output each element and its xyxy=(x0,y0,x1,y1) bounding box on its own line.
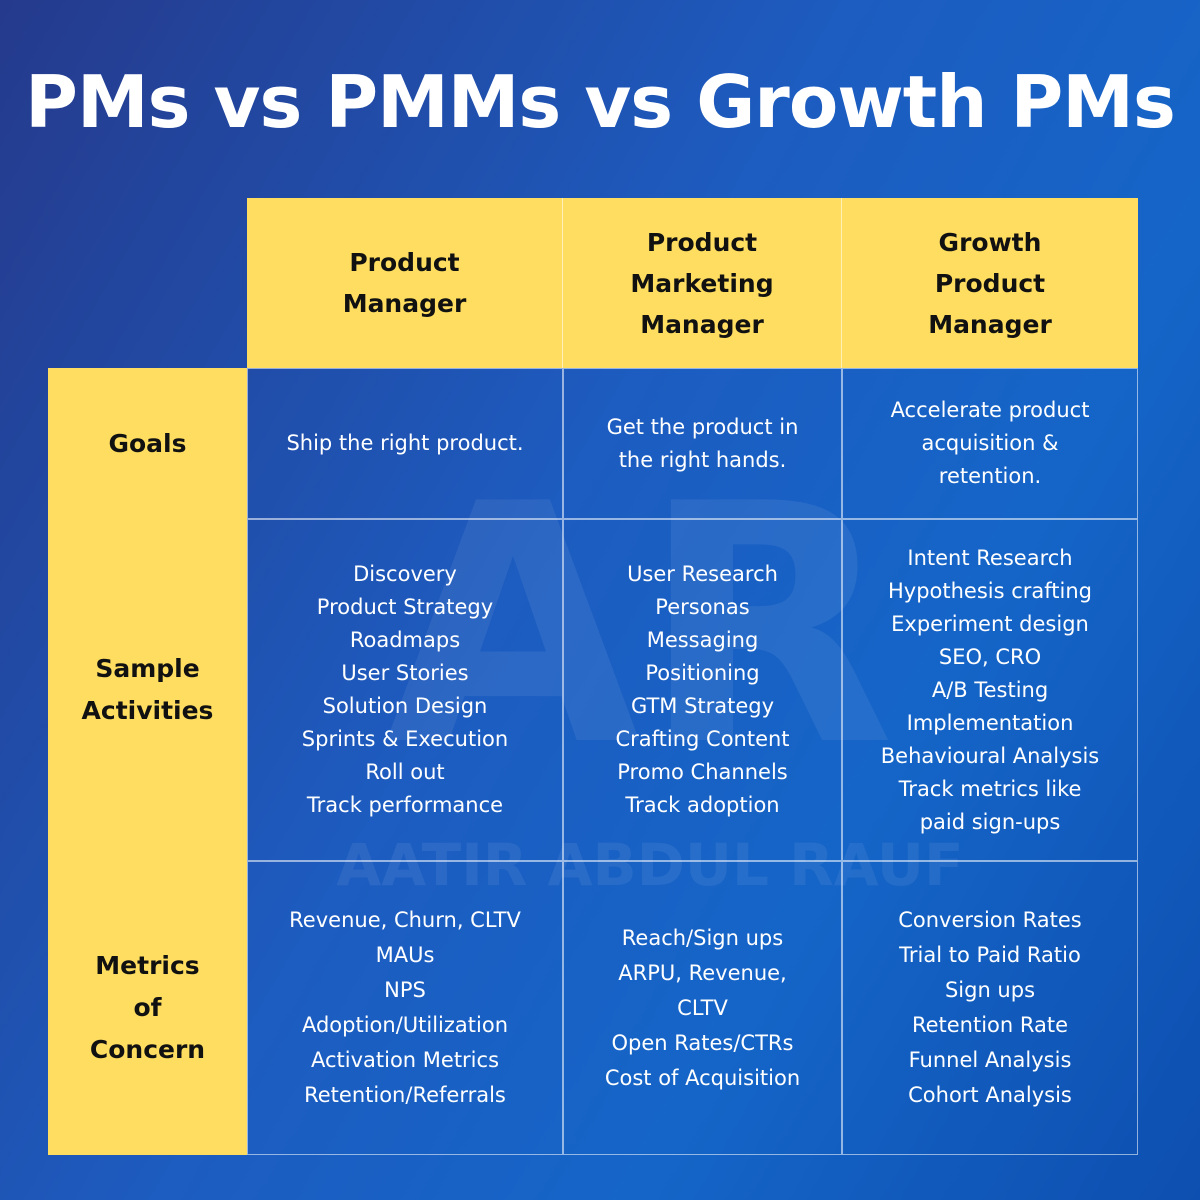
cell-activities-pm: Discovery Product Strategy Roadmaps User… xyxy=(247,519,563,861)
cell-line: Reach/Sign ups xyxy=(621,925,784,950)
row-header-label: Sample Activities xyxy=(82,648,214,732)
cell-line: ARPU, Revenue, xyxy=(618,960,787,985)
cell-line: Positioning xyxy=(645,661,760,685)
cell-text: Reach/Sign ups ARPU, Revenue, CLTV Open … xyxy=(605,921,800,1096)
header-line: Manager xyxy=(342,289,467,318)
row-header-line: Goals xyxy=(108,428,187,458)
cell-line: Funnel Analysis xyxy=(908,1048,1072,1072)
cell-line: retention. xyxy=(938,464,1042,488)
cell-goals-pmm: Get the product in the right hands. xyxy=(563,368,842,519)
cell-line: Sprints & Execution xyxy=(301,727,509,751)
cell-goals-pm: Ship the right product. xyxy=(247,368,563,519)
cell-line: acquisition & xyxy=(921,431,1059,455)
cell-line: Behavioural Analysis xyxy=(880,743,1100,768)
row-header-line: Activities xyxy=(81,696,214,725)
cell-line: Open Rates/CTRs xyxy=(611,1030,794,1055)
cell-metrics-pm: Revenue, Churn, CLTV MAUs NPS Adoption/U… xyxy=(247,861,563,1155)
cell-line: Activation Metrics xyxy=(310,1048,500,1072)
cell-line: Product Strategy xyxy=(316,595,494,619)
cell-line: Accelerate product xyxy=(890,398,1090,422)
header-line: Marketing xyxy=(630,268,774,298)
cell-line: Roadmaps xyxy=(349,628,461,652)
row-header-line: Metrics xyxy=(95,951,200,980)
header-line: Product xyxy=(349,248,460,277)
cell-line: NPS xyxy=(384,978,426,1002)
cell-line: Retention Rate xyxy=(911,1013,1069,1037)
column-header-growth-product-manager: Growth Product Manager xyxy=(842,198,1138,368)
cell-metrics-growth-pm: Conversion Rates Trial to Paid Ratio Sig… xyxy=(842,861,1138,1155)
row-header-line: Sample xyxy=(95,654,200,683)
row-header-metrics-of-concern: Metrics of Concern xyxy=(48,861,247,1155)
cell-line: Track adoption xyxy=(625,793,780,817)
cell-text: Ship the right product. xyxy=(286,427,523,460)
cell-line: Implementation xyxy=(906,710,1074,735)
cell-line: Cost of Acquisition xyxy=(604,1065,801,1090)
row-header-line: Concern xyxy=(89,1035,206,1064)
cell-text: Accelerate product acquisition & retenti… xyxy=(891,394,1090,493)
cell-line: Hypothesis crafting xyxy=(887,578,1093,603)
column-header-label: Product Marketing Manager xyxy=(630,222,773,345)
cell-line: Get the product in xyxy=(606,414,799,439)
cell-line: User Research xyxy=(627,562,778,586)
page-title: PMs vs PMMs vs Growth PMs xyxy=(25,60,1176,144)
cell-line: MAUs xyxy=(375,943,435,967)
cell-line: Track metrics like xyxy=(898,776,1082,801)
cell-line: Crafting Content xyxy=(615,727,790,751)
cell-line: Discovery xyxy=(353,562,457,586)
cell-line: paid sign-ups xyxy=(919,809,1061,834)
cell-line: the right hands. xyxy=(618,447,787,472)
cell-line: Conversion Rates xyxy=(898,908,1082,932)
row-header-goals: Goals xyxy=(48,368,247,519)
column-header-label: Growth Product Manager xyxy=(928,222,1052,345)
cell-activities-growth-pm: Intent Research Hypothesis crafting Expe… xyxy=(842,519,1138,861)
cell-goals-growth-pm: Accelerate product acquisition & retenti… xyxy=(842,368,1138,519)
cell-text: Revenue, Churn, CLTV MAUs NPS Adoption/U… xyxy=(289,903,521,1113)
cell-line: SEO, CRO xyxy=(938,644,1042,669)
header-line: Growth xyxy=(938,227,1042,257)
cell-line: Personas xyxy=(655,595,750,619)
row-header-label: Goals xyxy=(108,423,186,465)
cell-line: Solution Design xyxy=(322,694,488,718)
header-line: Manager xyxy=(928,309,1052,339)
column-header-product-manager: Product Manager xyxy=(247,198,563,368)
cell-line: Cohort Analysis xyxy=(908,1083,1072,1107)
cell-line: Trial to Paid Ratio xyxy=(899,943,1081,967)
cell-metrics-pmm: Reach/Sign ups ARPU, Revenue, CLTV Open … xyxy=(563,861,842,1155)
cell-line: Messaging xyxy=(646,628,759,652)
cell-text: User Research Personas Messaging Positio… xyxy=(615,558,789,822)
cell-activities-pmm: User Research Personas Messaging Positio… xyxy=(563,519,842,861)
row-header-label: Metrics of Concern xyxy=(90,945,205,1071)
column-header-label: Product Manager xyxy=(343,242,467,324)
header-line: Product xyxy=(646,227,758,257)
cell-line: Retention/Referrals xyxy=(304,1083,506,1107)
cell-line: A/B Testing xyxy=(931,677,1049,702)
cell-line: Revenue, Churn, CLTV xyxy=(289,908,521,932)
cell-line: Ship the right product. xyxy=(286,431,524,455)
cell-line: Sign ups xyxy=(944,978,1036,1002)
cell-text: Intent Research Hypothesis crafting Expe… xyxy=(881,542,1099,839)
cell-line: Experiment design xyxy=(891,611,1089,636)
cell-line: Promo Channels xyxy=(617,760,788,784)
header-line: Product xyxy=(934,268,1046,298)
cell-line: User Stories xyxy=(341,661,469,685)
cell-text: Get the product in the right hands. xyxy=(607,411,799,477)
row-header-sample-activities: Sample Activities xyxy=(48,519,247,861)
header-line: Manager xyxy=(640,309,764,339)
cell-text: Conversion Rates Trial to Paid Ratio Sig… xyxy=(898,903,1082,1113)
row-header-line: of xyxy=(133,993,162,1022)
cell-line: CLTV xyxy=(677,995,728,1020)
cell-line: Roll out xyxy=(365,760,445,784)
cell-line: GTM Strategy xyxy=(630,694,775,718)
cell-line: Track performance xyxy=(306,793,504,817)
cell-text: Discovery Product Strategy Roadmaps User… xyxy=(302,558,508,822)
cell-line: Adoption/Utilization xyxy=(301,1013,509,1037)
column-header-product-marketing-manager: Product Marketing Manager xyxy=(563,198,842,368)
cell-line: Intent Research xyxy=(907,545,1073,570)
